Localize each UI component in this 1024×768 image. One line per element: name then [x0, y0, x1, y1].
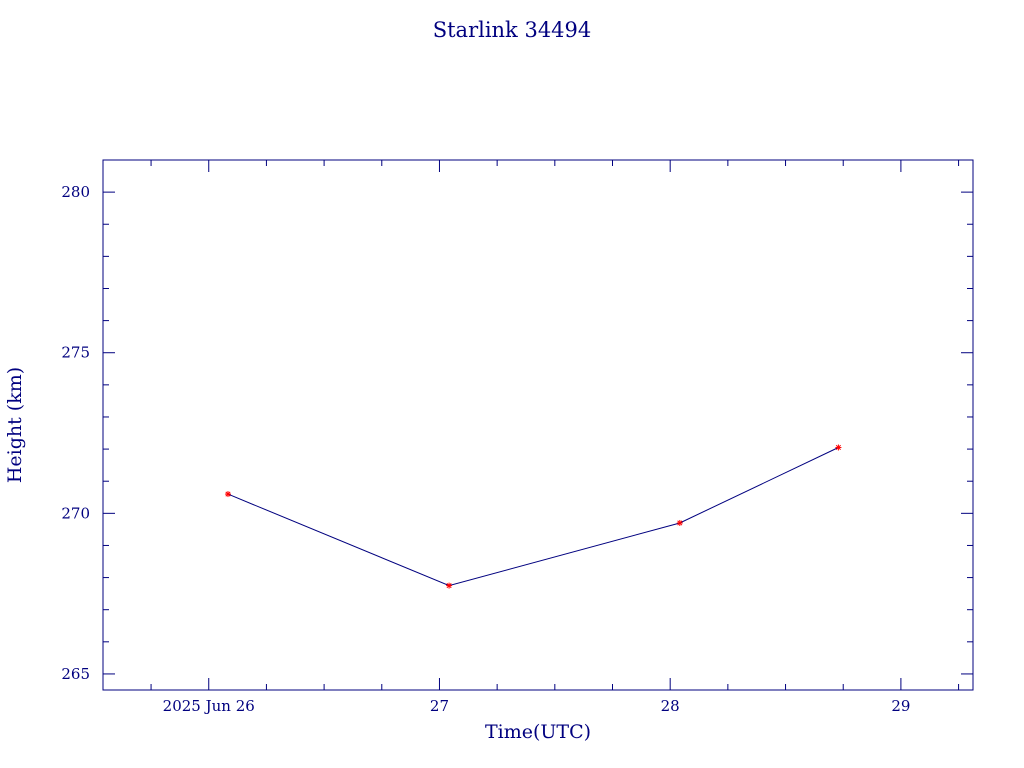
y-axis-label: Height (km)	[4, 367, 26, 483]
axis-ticks	[103, 159, 973, 690]
x-tick-label: 2025 Jun 26	[163, 697, 255, 715]
x-axis-label: Time(UTC)	[485, 721, 591, 743]
axis-tick-labels: 265 270 275 280 2025 Jun 26 27 28 29	[61, 183, 910, 715]
marker-stroke	[835, 444, 841, 451]
data-point	[224, 491, 231, 498]
y-tick-label: 275	[61, 344, 90, 362]
data-point	[446, 582, 453, 589]
chart-title: Starlink 34494	[433, 18, 592, 42]
marker-stroke	[225, 491, 231, 497]
marker-stroke	[446, 583, 452, 589]
y-tick-label: 280	[61, 183, 90, 201]
data-series	[224, 444, 842, 589]
data-point	[835, 444, 842, 451]
plot-frame	[102, 159, 974, 691]
data-point	[676, 519, 683, 526]
y-tick-label: 270	[61, 504, 90, 522]
x-tick-label: 27	[430, 697, 449, 715]
marker-stroke	[677, 520, 683, 526]
x-tick-label: 28	[661, 697, 680, 715]
height-series-line	[227, 447, 839, 587]
x-tick-label: 29	[891, 697, 910, 715]
y-tick-label: 265	[61, 665, 90, 683]
